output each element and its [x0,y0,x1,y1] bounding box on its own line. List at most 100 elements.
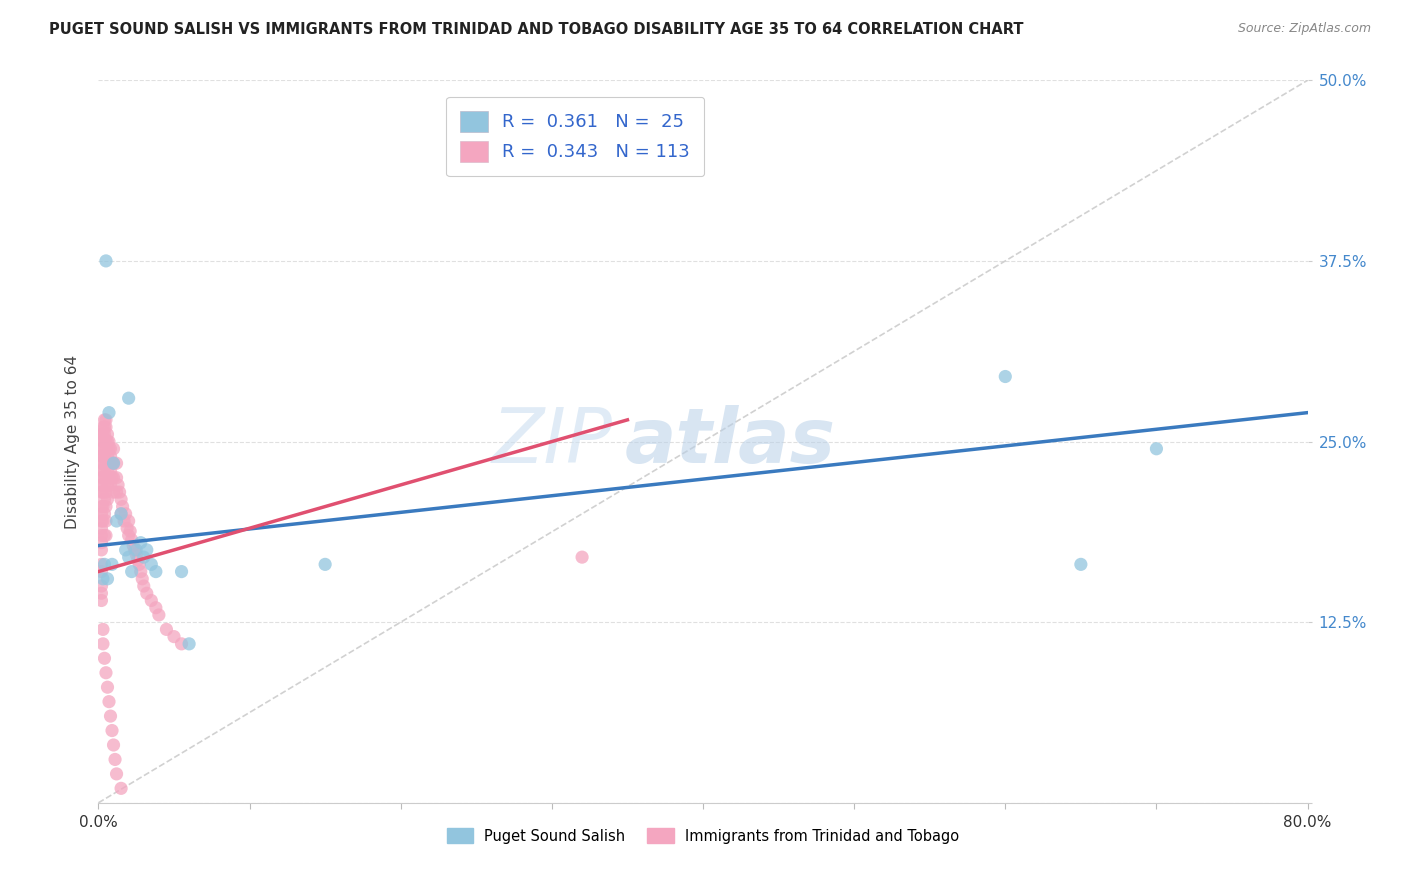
Point [170,637,193,651]
Point [110,781,132,796]
Point [91,637,114,651]
Point [127,553,149,567]
Point [108,485,131,500]
Point [105,767,128,781]
Point [131,572,153,586]
Point [115,521,138,535]
Point [96,449,118,463]
Point [105,456,128,470]
Point [98,470,121,484]
Point [91,470,114,484]
Point [118,391,141,405]
Point [100,478,122,492]
Point [129,535,152,549]
Point [93,507,115,521]
Point [110,507,132,521]
Point [94,500,117,514]
Point [94,528,117,542]
Point [124,542,146,557]
Point [141,558,163,572]
Point [93,449,115,463]
Point [170,565,193,579]
Point [91,514,114,528]
Point [98,406,121,420]
Point [90,535,112,549]
Text: PUGET SOUND SALISH VS IMMIGRANTS FROM TRINIDAD AND TOBAGO DISABILITY AGE 35 TO 6: PUGET SOUND SALISH VS IMMIGRANTS FROM TR… [49,22,1024,37]
Point [105,514,128,528]
Point [114,507,136,521]
Point [93,434,115,449]
Point [90,500,112,514]
Point [93,651,115,665]
Point [121,565,143,579]
Point [121,533,143,547]
Point [91,427,114,442]
Point [98,456,121,470]
Point [91,456,114,470]
Point [90,463,112,477]
Point [90,449,112,463]
Text: Source: ZipAtlas.com: Source: ZipAtlas.com [1237,22,1371,36]
Point [91,572,114,586]
Point [90,565,112,579]
Point [90,542,112,557]
Point [90,507,112,521]
Point [148,607,170,622]
Point [132,579,155,593]
Point [179,637,201,651]
Point [1070,558,1092,572]
Point [103,738,125,752]
Point [132,550,155,565]
Point [96,680,118,694]
Point [94,434,117,449]
Point [101,558,124,572]
Point [90,586,112,600]
Point [91,420,114,434]
Point [96,427,118,442]
Point [90,485,112,500]
Point [141,593,163,607]
Point [91,485,114,500]
Point [118,550,141,565]
Point [129,565,152,579]
Point [125,542,148,557]
Point [105,470,128,484]
Point [571,550,593,565]
Point [120,524,142,538]
Point [90,579,112,593]
Point [118,528,141,542]
Point [94,456,117,470]
Point [1144,442,1167,456]
Text: ZIP: ZIP [492,405,613,478]
Point [93,558,115,572]
Point [314,558,336,572]
Point [94,442,117,456]
Point [155,623,177,637]
Point [93,478,115,492]
Point [91,442,114,456]
Point [94,470,117,484]
Point [94,413,117,427]
Point [101,723,124,738]
Point [135,586,157,600]
Point [110,507,132,521]
Point [90,521,112,535]
Point [145,565,167,579]
Point [105,485,128,500]
Point [103,456,125,470]
Point [90,470,112,484]
Point [96,572,118,586]
Point [994,369,1017,384]
Point [114,542,136,557]
Point [101,456,124,470]
Point [96,478,118,492]
Point [100,442,122,456]
Point [94,253,117,268]
Point [100,449,122,463]
Point [145,600,167,615]
Point [103,442,125,456]
Point [90,478,112,492]
Point [110,492,132,507]
Point [96,463,118,477]
Point [163,630,186,644]
